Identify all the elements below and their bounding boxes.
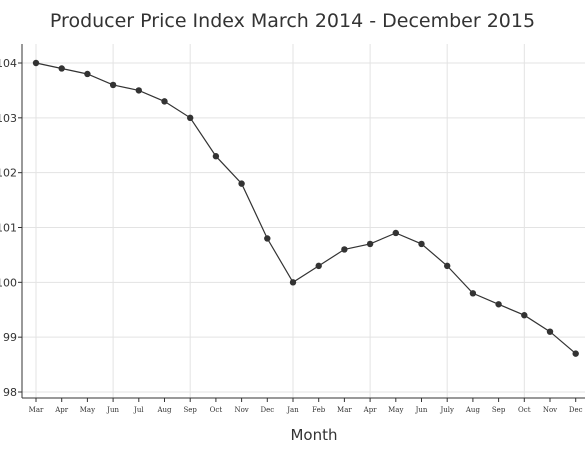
y-tick-label: 100 bbox=[0, 276, 17, 289]
data-point bbox=[161, 98, 168, 105]
x-tick-label: Nov bbox=[543, 406, 557, 414]
y-tick-label: 99 bbox=[3, 331, 17, 344]
x-tick-label: Jun bbox=[106, 406, 119, 414]
data-point bbox=[109, 81, 117, 89]
x-tick-label: Nov bbox=[234, 406, 248, 414]
data-point bbox=[289, 279, 297, 286]
series-line bbox=[35, 62, 577, 355]
data-point bbox=[315, 262, 322, 270]
chart-title: Producer Price Index March 2014 - Decemb… bbox=[49, 10, 536, 32]
y-tick-label: 104 bbox=[0, 57, 17, 70]
data-point bbox=[212, 153, 220, 160]
x-tick-label: May bbox=[388, 406, 403, 414]
x-tick-label: Aug bbox=[156, 406, 172, 414]
y-tick-label: 98 bbox=[3, 386, 17, 399]
x-tick-label: Mar bbox=[337, 406, 352, 414]
data-point bbox=[469, 290, 477, 297]
x-tick-label: Jul bbox=[133, 406, 144, 414]
data-point bbox=[366, 240, 374, 248]
data-point bbox=[341, 246, 348, 253]
x-tick-label: Oct bbox=[210, 406, 223, 414]
x-tick-label: July bbox=[439, 406, 454, 414]
x-tick-label: Dec bbox=[569, 406, 583, 414]
data-point bbox=[58, 65, 65, 72]
data-point bbox=[32, 59, 40, 67]
data-point bbox=[546, 328, 554, 335]
x-tick-label: Apr bbox=[363, 406, 378, 414]
y-tick-label: 102 bbox=[0, 167, 17, 180]
data-point bbox=[572, 350, 579, 357]
data-point bbox=[392, 229, 399, 237]
x-tick-label: Sep bbox=[492, 406, 506, 414]
x-tick-label: Sep bbox=[183, 406, 197, 414]
data-point bbox=[495, 301, 502, 308]
x-tick-label: Jun bbox=[415, 406, 428, 414]
data-point bbox=[84, 70, 91, 78]
x-tick-label: May bbox=[80, 406, 95, 414]
y-tick-label: 103 bbox=[0, 112, 17, 125]
x-axis-label: Month bbox=[290, 426, 338, 444]
data-point bbox=[264, 235, 271, 242]
x-tick-label: Feb bbox=[312, 406, 326, 414]
x-tick-label: Oct bbox=[518, 406, 531, 414]
x-tick-label: Apr bbox=[54, 406, 69, 414]
x-tick-label: Mar bbox=[29, 406, 44, 414]
data-point bbox=[187, 114, 194, 122]
data-point bbox=[238, 180, 245, 187]
data-point bbox=[444, 262, 451, 270]
data-point bbox=[135, 87, 142, 94]
data-point bbox=[521, 312, 528, 319]
data-point bbox=[418, 240, 425, 248]
y-tick-label: 101 bbox=[0, 222, 17, 235]
x-tick-label: Jan bbox=[286, 406, 299, 414]
x-tick-label: Dec bbox=[260, 406, 274, 414]
x-tick-label: Aug bbox=[465, 406, 481, 414]
